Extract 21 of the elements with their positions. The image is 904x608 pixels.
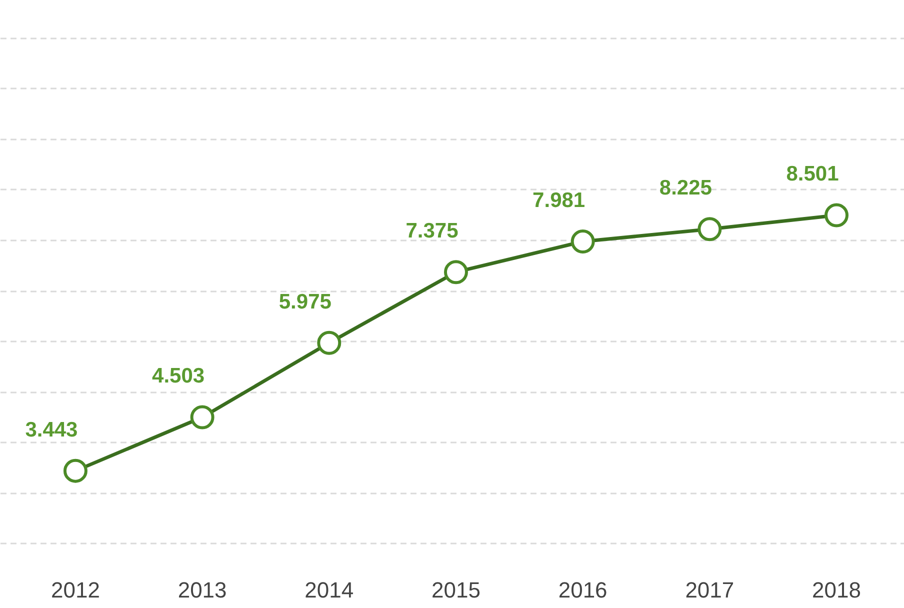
- x-tick-label: 2015: [432, 578, 480, 602]
- data-label: 7.375: [406, 220, 459, 243]
- point: [317, 330, 342, 355]
- x-tick-label: 2017: [685, 578, 734, 602]
- x-tick-label: 2014: [304, 578, 354, 602]
- data-label: 7.981: [532, 188, 586, 212]
- data-label: 8.501: [786, 162, 840, 186]
- point: [63, 458, 88, 483]
- point: [444, 260, 468, 284]
- point: [698, 217, 722, 242]
- data-label: 8.225: [659, 176, 712, 200]
- x-tick-label: 2018: [812, 578, 861, 602]
- point: [570, 230, 595, 254]
- data-label: 5.975: [278, 290, 332, 314]
- data-label: 4.503: [152, 364, 205, 388]
- point: [824, 203, 849, 228]
- data-label: 3.443: [25, 418, 78, 442]
- point: [190, 405, 214, 430]
- x-tick-label: 2016: [558, 578, 608, 602]
- x-tick-label: 2012: [50, 578, 100, 602]
- x-tick-label: 2013: [178, 578, 227, 602]
